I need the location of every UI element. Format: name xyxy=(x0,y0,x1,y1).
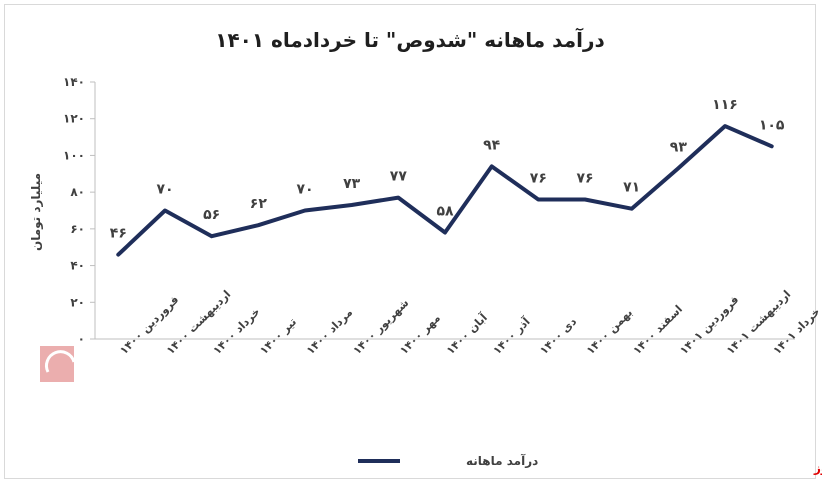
chart-frame xyxy=(4,4,816,479)
watermark-logo xyxy=(40,346,76,382)
y-tick-label: ۶۰ xyxy=(70,222,85,236)
y-axis: ۰ ۲۰ ۴۰ ۶۰ ۸۰ ۱۰۰ ۱۲۰ ۱۴۰ xyxy=(63,75,96,346)
legend-label: درآمد ماهانه xyxy=(466,453,538,468)
y-tick-label: ۲۰ xyxy=(70,295,85,309)
x-tick-label: بهمن ۱۴۰۰ xyxy=(584,306,635,357)
data-label: ۱۰۵ xyxy=(759,117,785,133)
y-tick-label: ۰ xyxy=(78,332,85,346)
legend: درآمد ماهانه xyxy=(358,453,538,468)
x-tick-label: مرداد ۱۴۰۰ xyxy=(304,306,355,357)
data-label: ۷۶ xyxy=(530,170,547,186)
y-tick-label: ۱۲۰ xyxy=(63,112,85,126)
data-label: ۷۰ xyxy=(156,182,173,198)
y-tick-label: ۴۰ xyxy=(70,259,85,273)
data-label: ۵۶ xyxy=(203,207,220,223)
x-tick-label: آبان ۱۴۰۰ xyxy=(443,310,490,357)
chart-title: درآمد ماهانه "شدوص" تا خردادماه ۱۴۰۱ xyxy=(215,27,604,52)
y-tick-label: ۱۴۰ xyxy=(63,75,85,89)
data-label: ۷۰ xyxy=(296,182,313,198)
data-label: ۹۴ xyxy=(483,137,501,153)
data-label: ۷۱ xyxy=(623,180,640,196)
y-tick-label: ۱۰۰ xyxy=(63,148,85,162)
x-tick-label: خرداد ۱۴۰۰ xyxy=(211,305,263,357)
series-line xyxy=(116,124,774,257)
x-tick-label: تیر ۱۴۰۰ xyxy=(257,315,299,357)
data-label: ۵۸ xyxy=(436,204,454,220)
data-label: ۹۳ xyxy=(670,139,688,155)
data-label: ۱۱۶ xyxy=(712,97,738,113)
x-tick-label: آذر ۱۴۰۰ xyxy=(490,314,533,357)
data-label: ۷۳ xyxy=(343,176,361,192)
data-label: ۶۲ xyxy=(250,196,268,212)
x-tick-label: خرداد ۱۴۰۱ xyxy=(771,305,822,357)
x-tick-label: مهر ۱۴۰۰ xyxy=(397,311,443,357)
y-tick-label: ۸۰ xyxy=(70,185,85,199)
source-credit: بورس نیوز xyxy=(813,461,822,476)
data-label: ۷۶ xyxy=(576,170,593,186)
y-axis-label: میلیارد تومان xyxy=(29,173,44,251)
data-labels: ۴۶ ۷۰ ۵۶ ۶۲ ۷۰ ۷۳ ۷۷ ۵۸ ۹۴ ۷۶ ۷۶ ۷۱ ۹۳ ۱۱۶ ۱۰۵ xyxy=(110,97,785,242)
logo-arc xyxy=(45,350,76,373)
data-label: ۴۶ xyxy=(110,226,127,242)
x-tick-label: دی ۱۴۰۰ xyxy=(537,315,579,357)
data-label: ۷۷ xyxy=(390,169,408,185)
